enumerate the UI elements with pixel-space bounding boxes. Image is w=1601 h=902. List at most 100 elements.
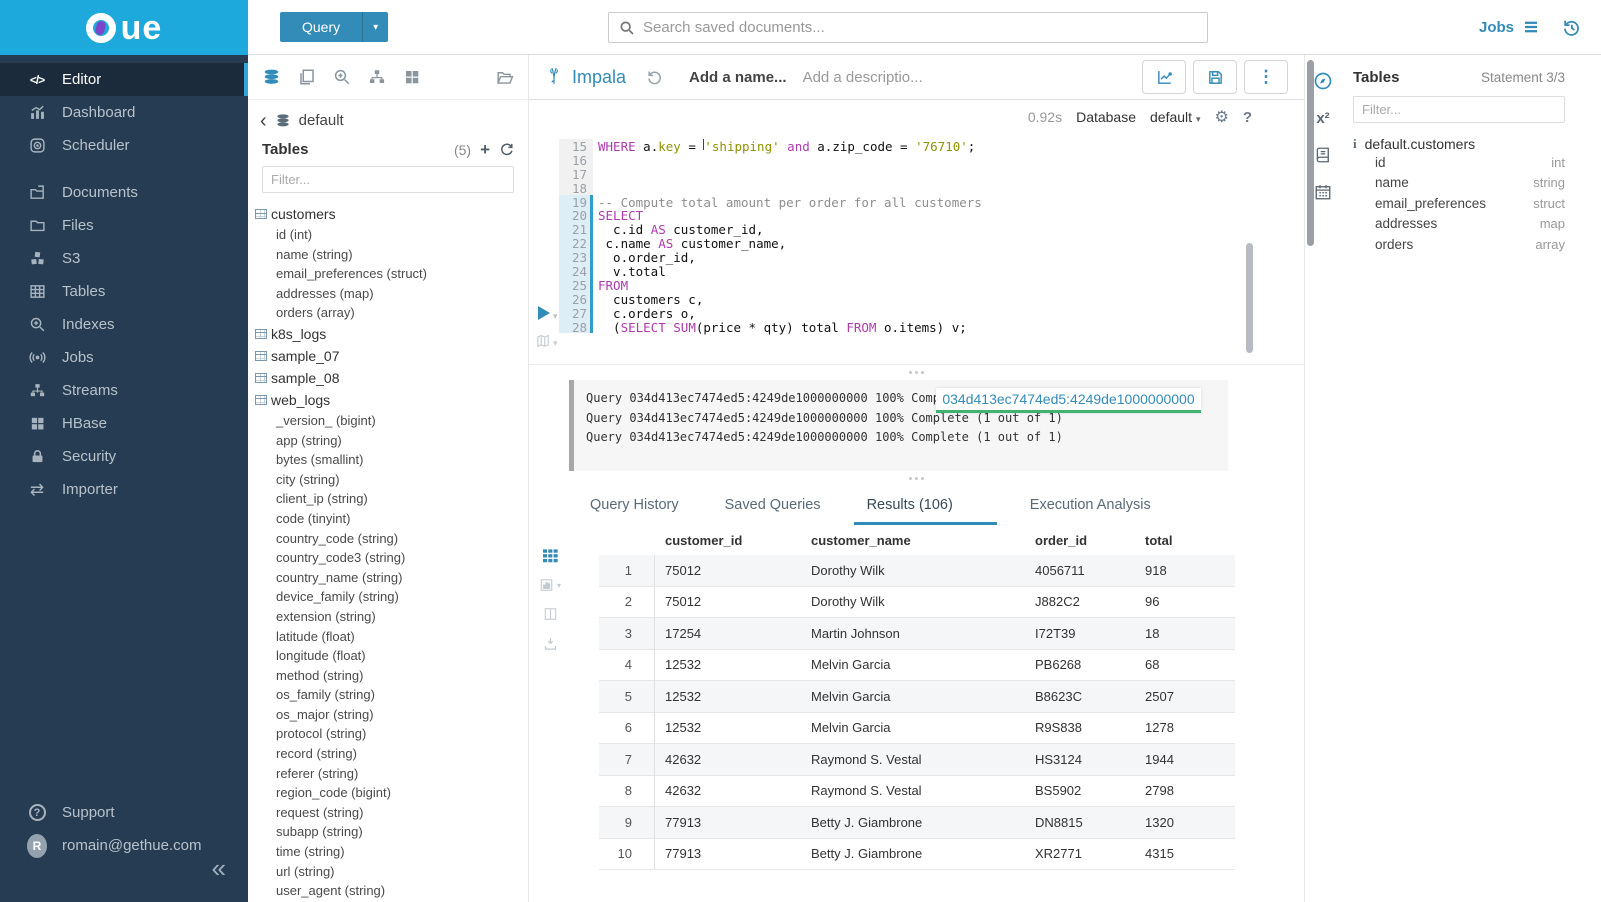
results-header-cell[interactable]: customer_name	[811, 532, 911, 548]
tree-column[interactable]: addresses (map)	[276, 285, 374, 301]
results-header-cell[interactable]: customer_id	[665, 532, 743, 548]
tree-column[interactable]: _version_ (bigint)	[276, 412, 376, 428]
tree-column[interactable]: os_major (string)	[276, 706, 374, 722]
tree-column[interactable]: orders (array)	[276, 305, 355, 321]
tree-column[interactable]: longitude (float)	[276, 648, 366, 664]
functions-icon[interactable]: x²	[1316, 110, 1330, 127]
tree-column[interactable]: request (string)	[276, 804, 364, 820]
right-assist-filter-input[interactable]	[1353, 96, 1565, 123]
download-icon[interactable]	[543, 636, 558, 651]
tree-column[interactable]: id (int)	[276, 227, 313, 242]
sidebar-item-hbase[interactable]: HBase	[0, 407, 248, 440]
snippet-book-caret[interactable]: ▾	[553, 338, 558, 348]
search-input[interactable]	[643, 19, 1197, 36]
documents-assist-icon[interactable]	[298, 68, 316, 86]
history-icon[interactable]	[1562, 18, 1581, 37]
language-reference-icon[interactable]	[1314, 146, 1332, 164]
sidebar-item-importer[interactable]: ⇄ Importer	[0, 473, 248, 506]
collapse-sidebar-icon[interactable]: «	[211, 853, 226, 883]
run-options-caret[interactable]: ▾	[553, 311, 558, 321]
job-id-link[interactable]: 034d413ec7474ed5:4249de1000000000	[936, 388, 1201, 413]
tree-column[interactable]: extension (string)	[276, 608, 376, 624]
search-zoom-icon[interactable]	[333, 68, 351, 86]
query-dropdown-caret[interactable]: ▾	[362, 12, 389, 42]
scheduler-calendar-icon[interactable]	[1314, 183, 1332, 201]
grid-view-icon[interactable]	[542, 549, 558, 563]
tree-column[interactable]: device_family (string)	[276, 589, 399, 605]
result-row[interactable]: 8 42632 Raymond S. Vestal BS5902 2798	[599, 775, 1235, 807]
result-row[interactable]: 7 42632 Raymond S. Vestal HS3124 1944	[599, 744, 1235, 776]
result-row[interactable]: 4 12532 Melvin Garcia PB6268 68	[599, 649, 1235, 681]
snippet-book-icon[interactable]	[535, 334, 551, 348]
editor-textarea[interactable]: WHERE a.key = 'shipping' and a.zip_code …	[593, 134, 1304, 364]
right-assist-column[interactable]: orders array	[1353, 234, 1565, 255]
sidebar-item-files[interactable]: Files	[0, 209, 248, 242]
engine-selector[interactable]: Impala	[545, 66, 626, 88]
chart-button[interactable]	[1142, 60, 1186, 94]
result-row[interactable]: 9 77913 Betty J. Giambrone DN8815 1320	[599, 807, 1235, 839]
settings-gear-icon[interactable]: ⚙	[1214, 109, 1229, 126]
sitemap-assist-icon[interactable]	[368, 68, 386, 86]
resize-handle[interactable]	[529, 471, 1304, 486]
tree-column[interactable]: subapp (string)	[276, 824, 363, 840]
sidebar-item-tables[interactable]: Tables	[0, 275, 248, 308]
result-row[interactable]: 3 17254 Martin Johnson I72T39 18	[599, 618, 1235, 650]
tab-saved-queries[interactable]: Saved Queries	[724, 497, 821, 513]
active-table-row[interactable]: i default.customers	[1353, 136, 1565, 152]
tree-table[interactable]: customers	[255, 203, 528, 225]
resize-handle[interactable]	[529, 364, 1304, 379]
tree-table[interactable]: k8s_logs	[255, 323, 528, 345]
query-history-icon[interactable]	[646, 69, 663, 86]
results-header-cell[interactable]: order_id	[1035, 532, 1088, 548]
sidebar-item-jobs[interactable]: Jobs	[0, 341, 248, 374]
sidebar-item-support[interactable]: ? Support	[0, 796, 248, 829]
tree-table[interactable]: web_logs	[255, 389, 528, 411]
result-row[interactable]: 5 12532 Melvin Garcia B8623C 2507	[599, 681, 1235, 713]
right-assist-column[interactable]: addresses map	[1353, 214, 1565, 235]
tree-table[interactable]: sample_08	[255, 367, 528, 389]
save-button[interactable]	[1193, 60, 1237, 94]
tree-column[interactable]: latitude (float)	[276, 628, 355, 644]
result-row[interactable]: 1 75012 Dorothy Wilk 4056711 918	[599, 555, 1235, 587]
sidebar-item-s3[interactable]: S3	[0, 242, 248, 275]
query-description-field[interactable]: Add a descriptio...	[802, 68, 923, 86]
tree-column[interactable]: country_code (string)	[276, 530, 399, 546]
tree-column[interactable]: protocol (string)	[276, 726, 367, 742]
tree-column[interactable]: referer (string)	[276, 765, 359, 781]
tree-table[interactable]: sample_07	[255, 345, 528, 367]
panel-scrollbar[interactable]	[1307, 60, 1314, 246]
tree-column[interactable]: country_name (string)	[276, 569, 403, 585]
query-name-field[interactable]: Add a name...	[689, 68, 787, 86]
sidebar-item-security[interactable]: Security	[0, 440, 248, 473]
sidebar-item-indexes[interactable]: Indexes	[0, 308, 248, 341]
tree-column[interactable]: city (string)	[276, 471, 340, 487]
tree-column[interactable]: code (tinyint)	[276, 510, 351, 526]
chart-view-icon[interactable]	[539, 578, 554, 592]
apps-grid-icon[interactable]	[403, 68, 421, 86]
sidebar-item-user[interactable]: R romain@gethue.com	[0, 829, 248, 862]
sidebar-item-scheduler[interactable]: Scheduler	[0, 129, 248, 162]
info-icon[interactable]: i	[1353, 136, 1357, 151]
columns-view-icon[interactable]	[543, 607, 558, 621]
sidebar-item-streams[interactable]: Streams	[0, 374, 248, 407]
tree-column[interactable]: client_ip (string)	[276, 491, 368, 507]
tree-column[interactable]: user_agent (string)	[276, 883, 386, 899]
tables-filter-input[interactable]	[262, 166, 514, 193]
sidebar-item-documents[interactable]: Documents	[0, 176, 248, 209]
tree-column[interactable]: record (string)	[276, 746, 357, 762]
sidebar-item-dashboard[interactable]: Dashboard	[0, 96, 248, 129]
tree-column[interactable]: time (string)	[276, 844, 345, 860]
right-assist-column[interactable]: id int	[1353, 152, 1565, 173]
tab-query-history[interactable]: Query History	[590, 497, 679, 513]
tree-column[interactable]: method (string)	[276, 667, 364, 683]
hue-logo[interactable]: ue	[0, 0, 248, 55]
tab-results-106-[interactable]: Results (106)	[853, 497, 997, 525]
sql-assist-icon[interactable]	[262, 68, 281, 87]
add-table-icon[interactable]: +	[480, 139, 490, 159]
editor-assistant-icon[interactable]	[1313, 71, 1333, 91]
result-row[interactable]: 6 12532 Melvin Garcia R9S838 1278	[599, 712, 1235, 744]
refresh-icon[interactable]	[499, 142, 514, 157]
results-header-cell[interactable]: total	[1145, 532, 1173, 548]
tree-column[interactable]: country_code3 (string)	[276, 550, 406, 566]
right-assist-column[interactable]: email_preferences struct	[1353, 193, 1565, 214]
